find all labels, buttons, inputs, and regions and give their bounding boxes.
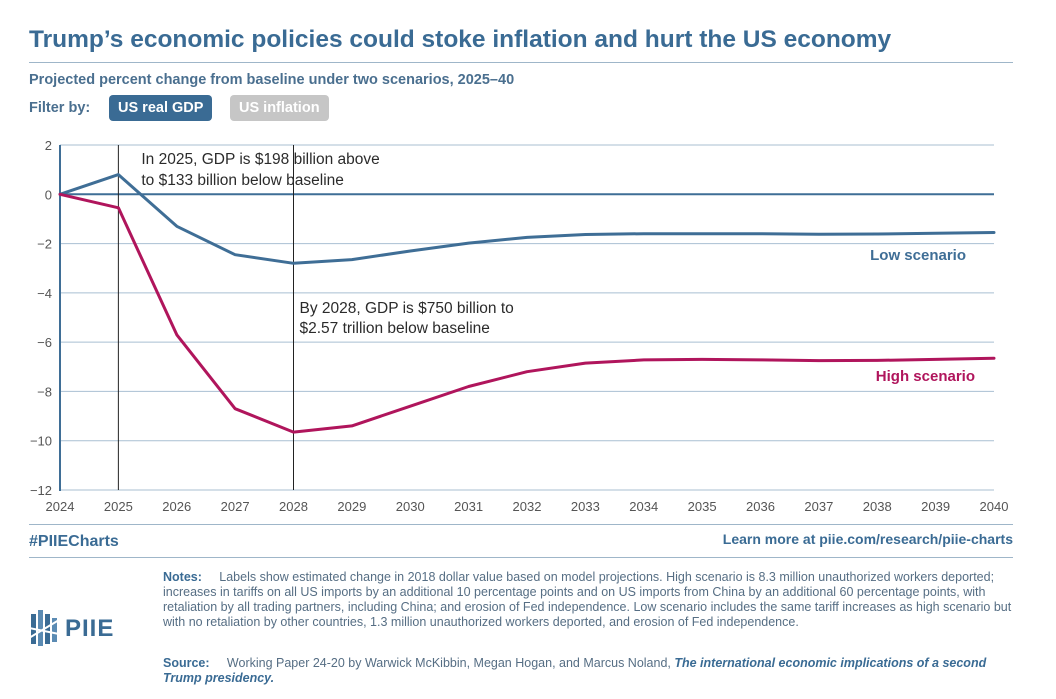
x-tick-label: 2040 bbox=[980, 499, 1009, 514]
x-tick-label: 2034 bbox=[629, 499, 658, 514]
annotation-text: In 2025, GDP is $198 billion above bbox=[141, 151, 379, 168]
high-scenario-line bbox=[58, 192, 996, 434]
source-title: The international economic implications … bbox=[163, 656, 987, 685]
notes-label: Notes: bbox=[163, 570, 202, 584]
x-tick-label: 2038 bbox=[863, 499, 892, 514]
x-tick-label: 2036 bbox=[746, 499, 775, 514]
x-tick-label: 2030 bbox=[396, 499, 425, 514]
source-text: Working Paper 24-20 by Warwick McKibbin,… bbox=[226, 656, 675, 670]
y-tick-label: −8 bbox=[37, 384, 52, 399]
source: Source: Working Paper 24-20 by Warwick M… bbox=[163, 656, 1013, 686]
x-tick-label: 2037 bbox=[804, 499, 833, 514]
x-tick-label: 2039 bbox=[921, 499, 950, 514]
low-scenario-line bbox=[58, 173, 996, 265]
x-tick-label: 2029 bbox=[337, 499, 366, 514]
piie-logo-icon bbox=[28, 610, 60, 646]
x-tick-label: 2027 bbox=[221, 499, 250, 514]
x-tick-label: 2026 bbox=[162, 499, 191, 514]
y-tick-label: −12 bbox=[30, 483, 52, 498]
x-tick-label: 2025 bbox=[104, 499, 133, 514]
piie-logo-text: PIIE bbox=[65, 615, 115, 642]
x-tick-label: 2031 bbox=[454, 499, 483, 514]
notes-text: Labels show estimated change in 2018 dol… bbox=[163, 570, 1012, 629]
annotation-text: By 2028, GDP is $750 billion to bbox=[300, 300, 514, 317]
x-tick-label: 2033 bbox=[571, 499, 600, 514]
chart-subtitle: Projected percent change from baseline u… bbox=[29, 72, 515, 88]
y-tick-label: −2 bbox=[37, 237, 52, 252]
low-scenario-label: Low scenario bbox=[870, 247, 966, 264]
y-tick-label: 2 bbox=[45, 138, 52, 153]
learn-more-link[interactable]: Learn more at piie.com/research/piie-cha… bbox=[722, 531, 1013, 547]
y-tick-label: 0 bbox=[45, 187, 52, 202]
piie-logo: PIIE bbox=[28, 608, 124, 648]
source-label: Source: bbox=[163, 656, 210, 670]
hashtag-label: #PIIECharts bbox=[29, 533, 119, 550]
title-divider bbox=[29, 62, 1013, 63]
filter-label: Filter by: bbox=[29, 100, 91, 116]
x-tick-label: 2028 bbox=[279, 499, 308, 514]
footer-bottom-divider bbox=[29, 557, 1013, 558]
filter-us-real-gdp-button[interactable]: US real GDP bbox=[109, 95, 213, 121]
y-tick-label: −10 bbox=[30, 434, 52, 449]
x-tick-label: 2032 bbox=[513, 499, 542, 514]
footer-top-divider bbox=[29, 524, 1013, 525]
x-tick-label: 2035 bbox=[688, 499, 717, 514]
chart-title: Trump’s economic policies could stoke in… bbox=[29, 26, 892, 53]
notes: Notes: Labels show estimated change in 2… bbox=[163, 570, 1013, 630]
annotation-text: to $133 billion below baseline bbox=[141, 172, 344, 189]
y-tick-label: −6 bbox=[37, 335, 52, 350]
y-tick-label: −4 bbox=[37, 286, 52, 301]
x-tick-label: 2024 bbox=[46, 499, 75, 514]
annotation-text: $2.57 trillion below baseline bbox=[300, 320, 490, 337]
filter-us-inflation-button[interactable]: US inflation bbox=[230, 95, 329, 121]
high-scenario-label: High scenario bbox=[876, 368, 975, 385]
